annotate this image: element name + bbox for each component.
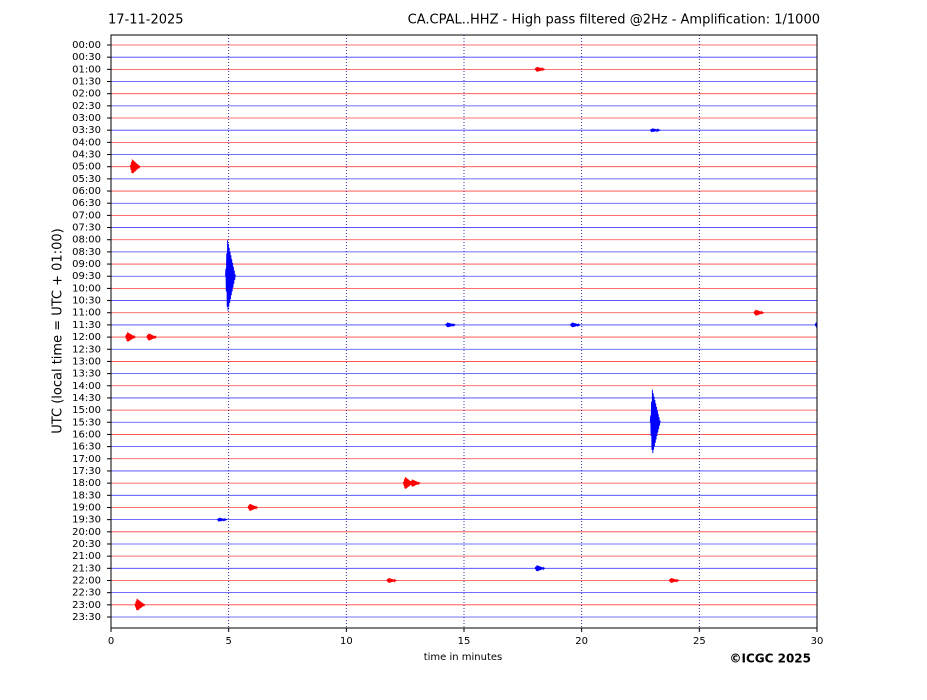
y-tick-label: 01:30 (72, 77, 101, 88)
x-tick-label: 20 (575, 636, 588, 647)
y-tick-label: 01:00 (72, 64, 101, 75)
y-tick-label: 21:30 (72, 563, 101, 574)
y-tick-label: 11:00 (72, 308, 101, 319)
y-tick-label: 15:00 (72, 405, 101, 416)
y-tick-label: 03:00 (72, 113, 101, 124)
seismic-event (125, 332, 136, 342)
x-tick-label: 15 (458, 636, 471, 647)
y-tick-label: 00:30 (72, 52, 101, 63)
x-tick-label: 0 (108, 636, 114, 647)
y-tick-label: 23:00 (72, 600, 101, 611)
seismic-event (534, 565, 546, 572)
y-tick-label: 11:30 (72, 320, 101, 331)
y-tick-label: 04:00 (72, 137, 101, 148)
x-axis-label: time in minutes (424, 652, 503, 663)
y-tick-label: 14:30 (72, 393, 101, 404)
seismic-event (445, 322, 456, 328)
seismic-event (649, 389, 661, 454)
y-tick-label: 08:30 (72, 247, 101, 258)
axes-frame (110, 34, 818, 629)
y-tick-label: 07:00 (72, 210, 101, 221)
seismic-event (668, 578, 680, 584)
y-tick-label: 04:30 (72, 150, 101, 161)
y-tick-label: 16:30 (72, 442, 101, 453)
y-tick-label: 20:00 (72, 527, 101, 538)
y-tick-label: 05:30 (72, 174, 101, 185)
y-tick-label: 12:30 (72, 344, 101, 355)
y-tick-label: 02:00 (72, 89, 101, 100)
seismic-event (217, 517, 228, 523)
y-tick-label: 03:30 (72, 125, 101, 136)
date: 17-11-2025 (108, 13, 184, 28)
seismic-event (753, 309, 764, 316)
y-tick-label: 02:30 (72, 101, 101, 112)
y-tick-label: 00:00 (72, 40, 101, 51)
y-tick-label: 10:00 (72, 283, 101, 294)
y-tick-label: 06:30 (72, 198, 101, 209)
y-tick-label: 16:00 (72, 429, 101, 440)
x-tick-label: 25 (693, 636, 706, 647)
seismic-event (225, 240, 236, 311)
y-tick-label: 18:00 (72, 478, 101, 489)
y-tick-label: 22:00 (72, 575, 101, 586)
y-tick-label: 12:00 (72, 332, 101, 343)
seismic-event (134, 598, 146, 611)
y-axis-label: UTC (local time = UTC + 01:00) (51, 228, 66, 433)
seismic-event (247, 503, 259, 511)
y-tick-label: 19:00 (72, 502, 101, 513)
x-tick-label: 30 (811, 636, 824, 647)
y-tick-label: 19:30 (72, 515, 101, 526)
copyright: ©ICGC 2025 (729, 652, 811, 666)
seismic-event (534, 66, 546, 72)
seismic-event (569, 322, 581, 328)
x-tick-label: 5 (225, 636, 231, 647)
y-tick-label: 07:30 (72, 223, 101, 234)
seismic-event (146, 333, 157, 341)
y-tick-label: 21:00 (72, 551, 101, 562)
y-tick-label: 13:00 (72, 356, 101, 367)
y-tick-label: 06:00 (72, 186, 101, 197)
chart-title: CA.CPAL..HHZ - High pass filtered @2Hz -… (408, 13, 820, 28)
y-tick-label: 14:00 (72, 381, 101, 392)
y-tick-label: 17:30 (72, 466, 101, 477)
y-tick-label: 05:00 (72, 162, 101, 173)
seismic-event (409, 479, 421, 487)
y-tick-label: 10:30 (72, 296, 101, 307)
x-tick-label: 10 (340, 636, 353, 647)
y-tick-label: 20:30 (72, 539, 101, 550)
y-tick-label: 09:30 (72, 271, 101, 282)
y-tick-label: 09:00 (72, 259, 101, 270)
y-tick-label: 18:30 (72, 490, 101, 501)
y-tick-label: 15:30 (72, 417, 101, 428)
seismic-event (649, 128, 661, 133)
y-tick-label: 08:00 (72, 235, 101, 246)
y-tick-label: 22:30 (72, 588, 101, 599)
y-tick-label: 23:30 (72, 612, 101, 623)
seismic-event (386, 578, 397, 584)
seismic-event (129, 159, 141, 174)
y-tick-label: 17:00 (72, 454, 101, 465)
y-tick-label: 13:30 (72, 369, 101, 380)
